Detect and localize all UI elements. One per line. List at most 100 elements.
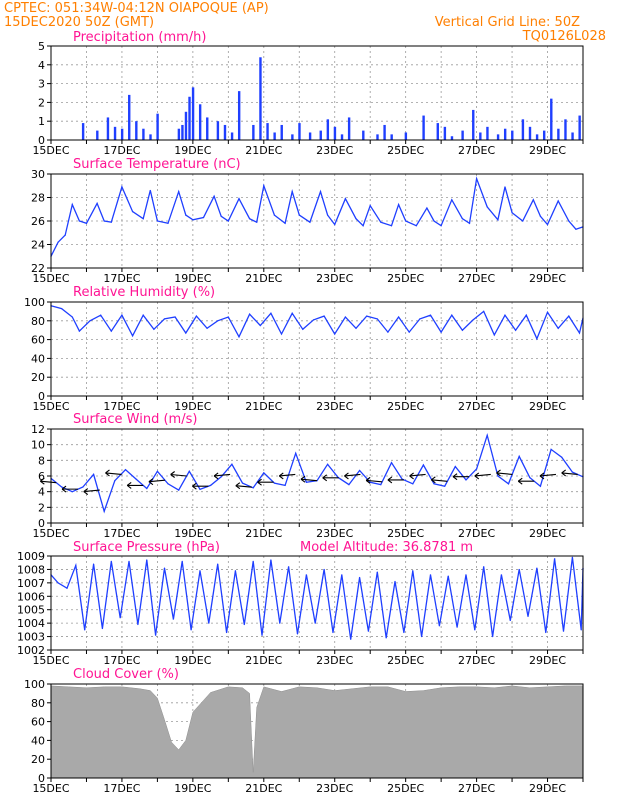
pressure-point [190,629,192,631]
rh-xtick-label: 19DEC [174,400,211,413]
temp-point [539,215,542,217]
temperature-title: Surface Temperature (nC) [73,157,241,172]
rh-ytick-label: 20 [31,371,45,384]
temp-ytick-label: 22 [31,262,45,275]
precip-bar [383,124,386,140]
pressure-point [385,637,387,639]
rh-point [270,312,272,314]
wind-point [507,483,510,485]
pressure-point [261,634,263,636]
cloud-ytick-label: 40 [31,734,45,747]
cloud-xtick-label: 15DEC [32,782,69,795]
wind-point [550,448,552,450]
temp-point [405,220,407,222]
wind-xtick-label: 27DEC [458,527,495,540]
pressure-point [243,623,245,626]
wind-point [92,473,95,476]
rh-point [451,314,453,316]
wind-point [146,487,148,490]
rh-point [376,318,378,320]
wind-point [61,486,63,488]
temp-point [213,195,215,197]
precip-bar [347,117,351,140]
pressure-xtick-label: 21DEC [245,654,282,667]
pressure-point [394,580,396,583]
wind-point [358,469,361,472]
cloud-cover-title: Cloud Cover (%) [73,667,179,682]
pressure-point [279,622,281,624]
pressure-point [491,635,494,638]
temp-xtick-label: 19DEC [174,272,211,285]
rh-point [366,315,368,317]
temp-ytick-label: 28 [31,192,45,205]
wind-arrow-head [61,485,67,493]
wind-arrow [431,479,448,482]
pressure-point [199,570,201,572]
temp-point [298,214,300,216]
wind-arrow-head [561,469,567,477]
model-altitude-label: Model Altitude: 36.8781 m [300,540,473,555]
rh-ytick-label: 60 [31,334,45,347]
temp-point [369,205,371,207]
precip-xtick-label: 27DEC [458,144,495,157]
wind-arrow-head [409,472,414,480]
precip-bar [237,91,241,140]
precip-bar [142,128,145,140]
precip-bar [472,109,475,140]
cloud-xtick-label: 27DEC [458,782,495,795]
pressure-xtick-label: 17DEC [103,654,140,667]
pressure-point [101,627,104,630]
cloud-xtick-label: 23DEC [316,782,353,795]
wind-arrow [235,485,252,488]
cloud-area [50,685,584,779]
rh-point [493,334,495,336]
pressure-xtick-label: 29DEC [529,654,566,667]
wind-point [188,470,190,472]
precip-xtick-label: 23DEC [316,144,353,157]
rh-point [440,331,442,333]
temp-point [440,225,442,227]
rh-point [419,318,421,320]
rh-point [163,318,166,320]
temp-ytick-label: 24 [31,239,45,252]
pressure-point [92,563,95,565]
precip-bar [496,134,500,140]
pressure-point [527,615,529,618]
pressure-xtick-label: 27DEC [458,654,495,667]
temp-point [156,220,158,222]
precip-bar [135,121,138,140]
header-line1: CPTEC: 051:34W-04:12N OIAPOQUE (AP) [4,1,269,16]
pressure-point [252,560,254,562]
temp-point [167,222,169,224]
wind-ytick-label: 8 [38,454,45,467]
precipitation-title: Precipitation (mm/h) [73,30,206,45]
wind-arrow-head [235,482,241,490]
wind-arrow-head [213,472,219,480]
rh-point [280,333,283,335]
precip-bar [280,124,283,140]
rh-point [217,320,219,322]
rh-point [429,314,432,316]
precip-ytick-label: 3 [38,78,45,91]
pressure-point [323,568,325,571]
temp-point [433,220,435,222]
precip-ytick-label: 0 [38,134,45,147]
precip-bar [266,123,269,140]
precip-bar [191,87,195,140]
rh-point [408,331,410,333]
temp-xtick-label: 15DEC [32,272,69,285]
header-line2: 15DEC2020 50Z (GMT) [4,15,154,30]
precip-bar [198,104,202,140]
pressure-point [367,630,370,632]
precip-bar [486,126,489,140]
humidity-panel: Relative Humidity (%) 0 20 40 60 80 100 15DEC 1… [24,285,584,413]
rh-point [472,319,474,321]
temp-ytick-label: 30 [31,168,45,181]
wind-ytick-label: 10 [31,439,45,452]
pressure-point [75,564,77,567]
rh-frame [50,301,584,397]
precip-bar [259,57,262,140]
precip-ytick-label: 4 [38,59,45,72]
wind-arrow-head [452,473,458,481]
pressure-point [554,558,556,560]
